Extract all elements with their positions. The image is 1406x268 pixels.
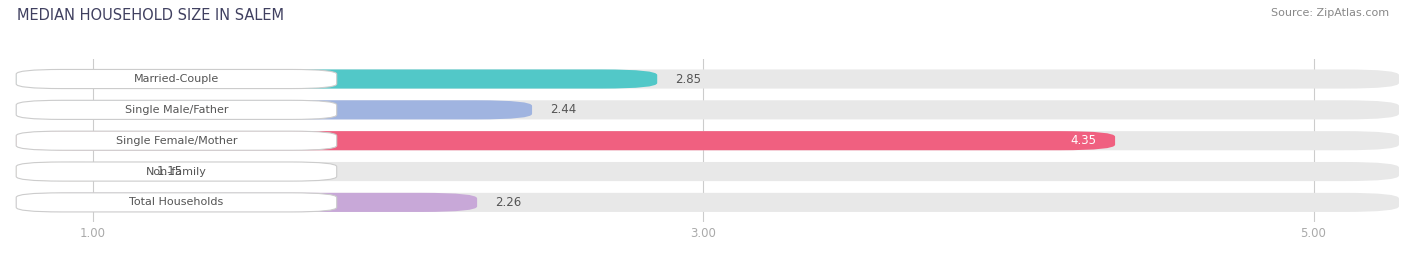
Text: Married-Couple: Married-Couple bbox=[134, 74, 219, 84]
FancyBboxPatch shape bbox=[17, 100, 336, 120]
FancyBboxPatch shape bbox=[17, 193, 477, 212]
FancyBboxPatch shape bbox=[17, 100, 1399, 120]
Text: Total Households: Total Households bbox=[129, 198, 224, 207]
Text: Source: ZipAtlas.com: Source: ZipAtlas.com bbox=[1271, 8, 1389, 18]
Text: 2.26: 2.26 bbox=[495, 196, 522, 209]
Text: MEDIAN HOUSEHOLD SIZE IN SALEM: MEDIAN HOUSEHOLD SIZE IN SALEM bbox=[17, 8, 284, 23]
Text: Non-family: Non-family bbox=[146, 166, 207, 177]
FancyBboxPatch shape bbox=[17, 100, 531, 120]
Text: Single Female/Mother: Single Female/Mother bbox=[115, 136, 238, 146]
FancyBboxPatch shape bbox=[17, 193, 1399, 212]
Text: 2.85: 2.85 bbox=[675, 73, 702, 85]
FancyBboxPatch shape bbox=[17, 131, 1399, 150]
Text: 1.15: 1.15 bbox=[156, 165, 183, 178]
FancyBboxPatch shape bbox=[17, 162, 138, 181]
FancyBboxPatch shape bbox=[17, 193, 336, 212]
FancyBboxPatch shape bbox=[17, 162, 1399, 181]
FancyBboxPatch shape bbox=[17, 69, 336, 88]
FancyBboxPatch shape bbox=[17, 131, 336, 150]
FancyBboxPatch shape bbox=[17, 69, 1399, 88]
Text: 2.44: 2.44 bbox=[550, 103, 576, 116]
FancyBboxPatch shape bbox=[17, 131, 1115, 150]
FancyBboxPatch shape bbox=[17, 162, 336, 181]
Text: 4.35: 4.35 bbox=[1071, 134, 1097, 147]
FancyBboxPatch shape bbox=[17, 69, 657, 88]
Text: Single Male/Father: Single Male/Father bbox=[125, 105, 228, 115]
